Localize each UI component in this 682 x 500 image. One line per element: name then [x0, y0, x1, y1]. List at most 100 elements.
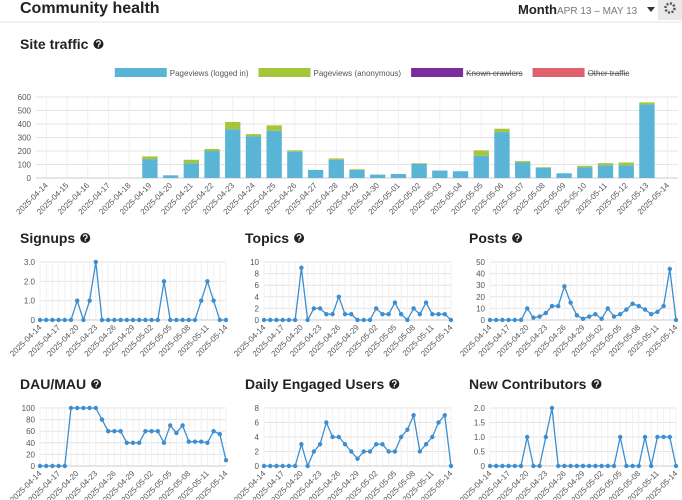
y-tick-label: 0: [481, 316, 486, 325]
dropdown-caret[interactable]: [647, 7, 655, 12]
legend-label[interactable]: Pageviews (logged in): [170, 69, 249, 78]
point: [655, 309, 660, 315]
point: [99, 417, 105, 422]
point: [161, 279, 167, 284]
point: [180, 317, 185, 323]
point: [543, 310, 548, 316]
point: [299, 442, 304, 447]
bar-segment: [597, 163, 614, 166]
point: [44, 317, 49, 323]
point: [593, 463, 598, 469]
y-tick-label: 300: [18, 134, 32, 143]
y-tick-label: 100: [22, 404, 36, 413]
legend-label[interactable]: Other traffic: [588, 69, 630, 78]
point: [336, 294, 341, 299]
point: [330, 312, 335, 317]
legend-swatch: [532, 68, 585, 77]
point: [380, 312, 385, 317]
point: [274, 317, 279, 323]
point: [106, 317, 111, 323]
point: [174, 430, 179, 436]
bar-segment: [639, 104, 655, 178]
point: [587, 463, 592, 469]
help-glyph: [93, 380, 99, 386]
settings-button[interactable]: [658, 0, 682, 20]
point: [580, 463, 586, 469]
point: [543, 434, 548, 440]
chart-title: Daily Engaged Users: [245, 376, 384, 392]
y-tick-label: 0: [255, 316, 260, 325]
point: [168, 423, 173, 428]
bar-segment: [452, 171, 469, 178]
point: [436, 312, 441, 317]
y-tick-label: 40: [26, 439, 35, 448]
help-icon: [80, 233, 91, 243]
point: [605, 463, 610, 469]
bar-segment: [515, 162, 531, 178]
legend-swatch: [258, 68, 311, 77]
bar-segment: [515, 161, 531, 163]
point: [299, 265, 304, 270]
bar-segment: [473, 150, 489, 156]
legend-label[interactable]: Pageviews (anonymous): [313, 69, 401, 78]
point: [398, 312, 404, 317]
bar-segment: [370, 174, 386, 178]
bar-segment: [639, 102, 655, 105]
point: [549, 405, 555, 411]
point: [130, 440, 136, 445]
bar-segment: [535, 167, 552, 168]
legend: Pageviews (logged in) Pageviews (anonymou…: [114, 68, 630, 78]
point: [305, 463, 310, 469]
y-tick-label: 50: [476, 258, 485, 267]
point: [292, 317, 298, 323]
point: [392, 300, 398, 305]
legend-swatch: [411, 68, 464, 77]
point: [205, 279, 210, 284]
period-select[interactable]: Month: [518, 2, 557, 17]
y-tick-label: 1.0: [474, 433, 486, 442]
bar-segment: [577, 167, 593, 178]
point: [93, 405, 99, 411]
help-dot: [595, 386, 598, 388]
chart-title: Topics: [245, 230, 289, 246]
point: [349, 449, 354, 454]
point: [330, 434, 335, 440]
bar-segment: [556, 173, 572, 178]
y-tick-label: 1.0: [24, 297, 36, 306]
point: [442, 312, 447, 317]
point: [487, 463, 493, 469]
point: [518, 317, 524, 323]
point: [398, 434, 404, 440]
point: [56, 317, 61, 323]
point: [217, 431, 222, 437]
y-tick-label: 10: [250, 258, 259, 267]
point: [667, 434, 672, 440]
point: [405, 427, 410, 432]
point: [342, 312, 348, 317]
point: [149, 429, 154, 434]
point: [317, 442, 323, 447]
point: [649, 463, 654, 469]
point: [124, 440, 129, 445]
point: [223, 317, 229, 323]
help-dot: [97, 46, 100, 48]
point: [186, 439, 191, 444]
point: [199, 298, 204, 303]
bar-segment: [494, 132, 510, 178]
point: [62, 317, 67, 323]
point: [355, 317, 360, 323]
point: [62, 463, 67, 469]
y-tick-label: 0: [255, 462, 260, 471]
point: [211, 429, 216, 434]
point: [155, 317, 160, 323]
point: [549, 303, 555, 309]
point: [611, 463, 617, 469]
point: [118, 429, 123, 434]
point: [99, 317, 105, 323]
y-tick-label: 0: [27, 174, 32, 183]
y-tick-label: 2: [255, 448, 260, 457]
legend-label[interactable]: Known crawlers: [466, 69, 522, 78]
bar-segment: [349, 169, 365, 178]
point: [50, 317, 55, 323]
point: [155, 429, 160, 434]
